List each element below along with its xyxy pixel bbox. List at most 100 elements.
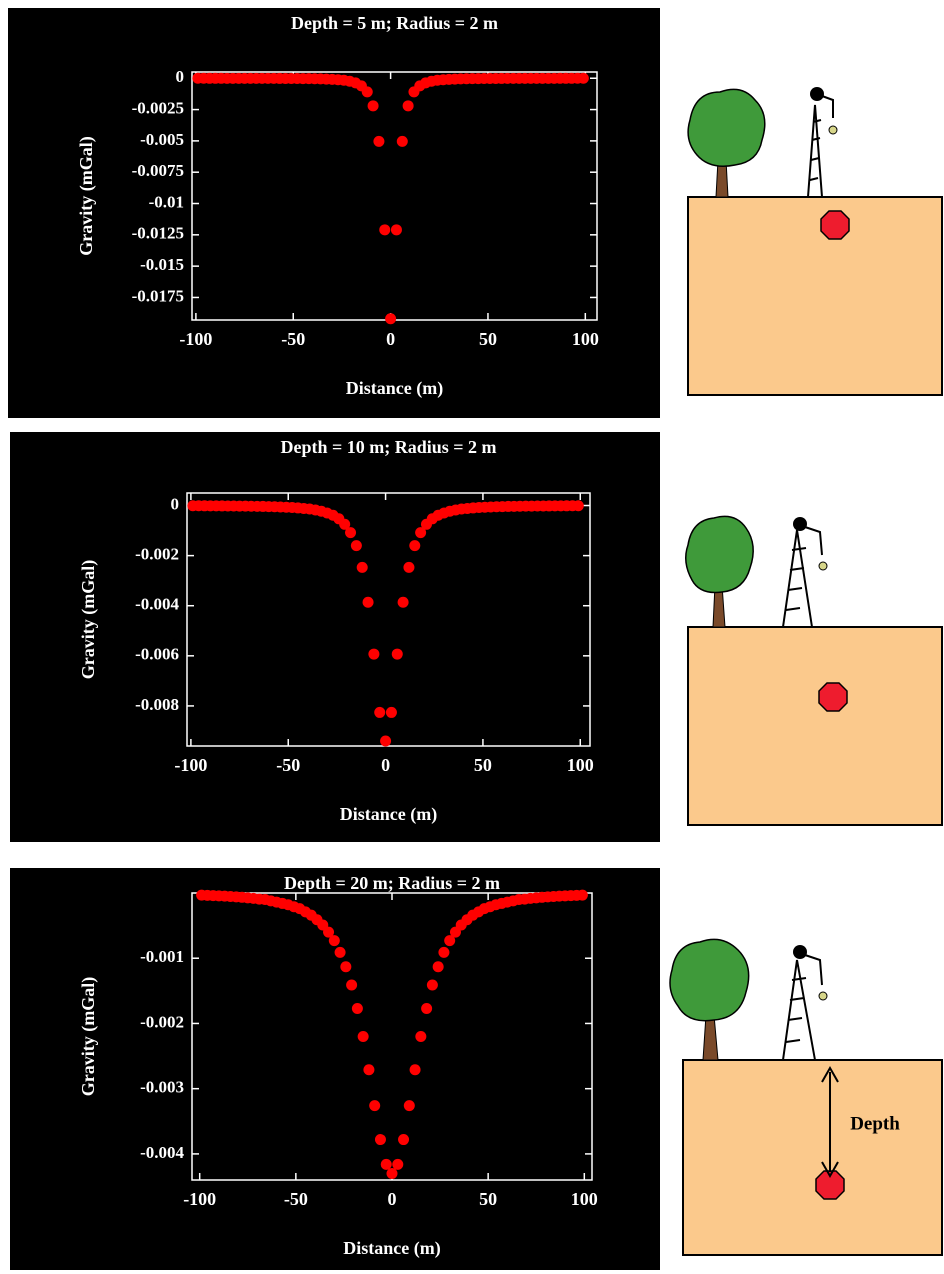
sphere bbox=[818, 682, 848, 712]
x-tick-label: 0 bbox=[386, 329, 395, 349]
data-point bbox=[356, 561, 368, 573]
data-point bbox=[334, 946, 346, 958]
chart-title: Depth = 20 m; Radius = 2 m bbox=[284, 873, 500, 893]
x-tick-label: 0 bbox=[388, 1189, 397, 1209]
gravimeter bbox=[782, 529, 813, 628]
x-axis-label: Distance (m) bbox=[340, 804, 437, 825]
data-point bbox=[396, 135, 408, 147]
data-point bbox=[380, 1158, 392, 1170]
data-point bbox=[432, 961, 444, 973]
data-point bbox=[385, 313, 397, 325]
chart-background bbox=[10, 868, 660, 1270]
tree-crown bbox=[685, 515, 754, 594]
data-point bbox=[390, 224, 402, 236]
chart: Depth = 10 m; Radius = 2 m -100 -50 0 50 100 0… bbox=[10, 432, 660, 842]
y-tick-label: -0.002 bbox=[140, 1012, 184, 1031]
data-point bbox=[380, 735, 392, 747]
charts: Depth = 5 m; Radius = 2 m -100 -50 0 50 100 0 -… bbox=[8, 8, 660, 1270]
depth-label: Depth bbox=[850, 1113, 900, 1134]
observer bbox=[810, 87, 824, 101]
meter bbox=[818, 561, 828, 571]
chart: Depth = 20 m; Radius = 2 m -100 -50 0 50 100 -… bbox=[10, 868, 660, 1270]
y-axis-label: Gravity (mGal) bbox=[78, 977, 99, 1096]
data-point bbox=[415, 1031, 427, 1042]
y-tick-label: -0.006 bbox=[135, 645, 179, 664]
data-point bbox=[362, 596, 374, 608]
y-tick-label: 0 bbox=[171, 494, 180, 513]
ground bbox=[687, 626, 943, 826]
data-point bbox=[363, 1064, 375, 1076]
plot-frame bbox=[186, 492, 591, 747]
y-tick-label: -0.0125 bbox=[132, 224, 184, 243]
ground bbox=[687, 196, 943, 396]
data-point bbox=[361, 86, 373, 98]
data-point bbox=[403, 1100, 415, 1112]
data-point bbox=[367, 100, 379, 112]
y-tick-label: -0.004 bbox=[135, 595, 179, 614]
data-point bbox=[402, 100, 414, 112]
y-tick-label: -0.01 bbox=[149, 192, 184, 211]
x-tick-label: 50 bbox=[479, 1189, 497, 1209]
arm bbox=[804, 526, 823, 556]
data-point bbox=[374, 1134, 386, 1146]
y-tick-label: -0.004 bbox=[140, 1143, 184, 1162]
meter bbox=[828, 125, 838, 135]
observer bbox=[793, 945, 807, 959]
data-point bbox=[409, 540, 421, 552]
data-point bbox=[392, 1158, 404, 1170]
data-point bbox=[572, 500, 584, 512]
data-point bbox=[426, 979, 438, 991]
data-point bbox=[351, 1002, 363, 1014]
x-tick-label: -100 bbox=[179, 329, 212, 349]
arrow-head bbox=[821, 1065, 839, 1179]
ground bbox=[682, 1059, 943, 1256]
data-point bbox=[340, 961, 352, 973]
y-axis-label: Gravity (mGal) bbox=[78, 560, 99, 679]
data-point bbox=[350, 540, 362, 552]
x-tick-label: -50 bbox=[281, 329, 305, 349]
x-tick-label: 100 bbox=[572, 329, 599, 349]
y-tick-label: -0.005 bbox=[140, 130, 184, 149]
y-axis-label: Gravity (mGal) bbox=[76, 136, 97, 255]
y-tick-label: -0.003 bbox=[140, 1078, 184, 1097]
data-point bbox=[357, 1031, 369, 1042]
data-point bbox=[415, 527, 427, 539]
data-point bbox=[368, 648, 380, 660]
data-point bbox=[397, 596, 409, 608]
data-point bbox=[576, 889, 588, 901]
y-tick-label: -0.015 bbox=[140, 255, 184, 274]
data-point bbox=[391, 648, 403, 660]
data-point bbox=[421, 1002, 433, 1014]
data-point bbox=[339, 518, 351, 530]
x-tick-label: 100 bbox=[571, 1189, 598, 1209]
x-axis-label: Distance (m) bbox=[343, 1238, 440, 1259]
sphere bbox=[820, 210, 850, 240]
chart: Depth = 5 m; Radius = 2 m -100 -50 0 50 100 0 -… bbox=[8, 8, 660, 418]
y-tick-label: -0.001 bbox=[140, 947, 184, 966]
x-axis-label: Distance (m) bbox=[346, 378, 443, 399]
x-tick-label: -50 bbox=[284, 1189, 308, 1209]
tree-crown bbox=[669, 938, 750, 1022]
tree-crown bbox=[687, 88, 766, 167]
chart-background bbox=[10, 432, 660, 842]
x-tick-label: 50 bbox=[474, 755, 492, 775]
data-point bbox=[403, 561, 415, 573]
observer bbox=[793, 517, 807, 531]
data-point bbox=[438, 946, 450, 958]
data-point bbox=[386, 1167, 398, 1179]
meter bbox=[818, 991, 828, 1001]
gravimeter bbox=[782, 959, 816, 1061]
x-tick-label: -100 bbox=[183, 1189, 216, 1209]
data-point bbox=[577, 72, 589, 84]
x-tick-label: 50 bbox=[479, 329, 497, 349]
x-tick-label: 0 bbox=[381, 755, 390, 775]
data-point bbox=[323, 926, 335, 938]
data-point bbox=[409, 1064, 421, 1076]
y-tick-label: 0 bbox=[176, 67, 185, 86]
diagram bbox=[685, 515, 943, 826]
x-tick-label: -50 bbox=[276, 755, 300, 775]
data-point bbox=[328, 935, 340, 947]
data-point bbox=[345, 527, 357, 539]
arm bbox=[821, 95, 834, 118]
